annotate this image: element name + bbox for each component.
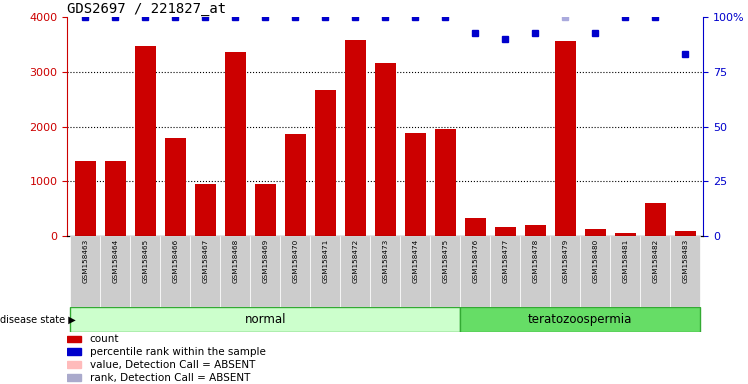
Bar: [160, 236, 190, 307]
Bar: [220, 236, 251, 307]
Text: GSM158475: GSM158475: [442, 238, 448, 283]
Bar: [370, 236, 400, 307]
Bar: [460, 307, 700, 332]
Bar: [585, 229, 606, 236]
Text: GSM158469: GSM158469: [263, 238, 269, 283]
Text: GSM158474: GSM158474: [412, 238, 418, 283]
Bar: [430, 236, 460, 307]
Bar: [520, 236, 551, 307]
Bar: [75, 161, 96, 236]
Bar: [490, 236, 520, 307]
Bar: [615, 233, 636, 236]
Bar: [494, 227, 515, 236]
Text: GSM158468: GSM158468: [233, 238, 239, 283]
Text: GSM158464: GSM158464: [112, 238, 118, 283]
Bar: [555, 41, 576, 236]
Bar: [105, 161, 126, 236]
Bar: [70, 307, 460, 332]
Bar: [285, 134, 306, 236]
Text: count: count: [90, 334, 119, 344]
Bar: [580, 236, 610, 307]
Bar: [255, 184, 276, 236]
Text: GSM158470: GSM158470: [292, 238, 298, 283]
Bar: [670, 236, 700, 307]
Bar: [67, 361, 82, 367]
Text: GDS2697 / 221827_at: GDS2697 / 221827_at: [67, 2, 227, 16]
Bar: [524, 225, 546, 236]
Bar: [405, 133, 426, 236]
Text: GSM158481: GSM158481: [622, 238, 628, 283]
Bar: [67, 349, 82, 355]
Text: GSM158483: GSM158483: [682, 238, 688, 283]
Text: GSM158473: GSM158473: [382, 238, 388, 283]
Bar: [675, 231, 696, 236]
Text: normal: normal: [245, 313, 286, 326]
Bar: [460, 236, 490, 307]
Text: value, Detection Call = ABSENT: value, Detection Call = ABSENT: [90, 359, 255, 369]
Bar: [194, 184, 215, 236]
Bar: [400, 236, 430, 307]
Text: GSM158482: GSM158482: [652, 238, 658, 283]
Bar: [465, 218, 485, 236]
Bar: [70, 236, 100, 307]
Bar: [435, 129, 456, 236]
Bar: [640, 236, 670, 307]
Bar: [67, 336, 82, 342]
Bar: [315, 90, 336, 236]
Text: percentile rank within the sample: percentile rank within the sample: [90, 347, 266, 357]
Text: GSM158478: GSM158478: [532, 238, 538, 283]
Text: disease state ▶: disease state ▶: [0, 314, 76, 325]
Text: GSM158467: GSM158467: [202, 238, 208, 283]
Text: GSM158463: GSM158463: [82, 238, 88, 283]
Bar: [190, 236, 220, 307]
Text: GSM158477: GSM158477: [502, 238, 508, 283]
Bar: [551, 236, 580, 307]
Text: GSM158476: GSM158476: [472, 238, 478, 283]
Bar: [280, 236, 310, 307]
Bar: [645, 204, 666, 236]
Text: GSM158466: GSM158466: [172, 238, 178, 283]
Bar: [67, 374, 82, 381]
Text: GSM158479: GSM158479: [562, 238, 568, 283]
Bar: [340, 236, 370, 307]
Text: GSM158465: GSM158465: [142, 238, 148, 283]
Bar: [165, 138, 186, 236]
Text: GSM158472: GSM158472: [352, 238, 358, 283]
Bar: [224, 52, 246, 236]
Text: rank, Detection Call = ABSENT: rank, Detection Call = ABSENT: [90, 372, 250, 382]
Bar: [375, 63, 396, 236]
Bar: [100, 236, 130, 307]
Text: GSM158471: GSM158471: [322, 238, 328, 283]
Text: teratozoospermia: teratozoospermia: [528, 313, 632, 326]
Bar: [251, 236, 280, 307]
Bar: [610, 236, 640, 307]
Bar: [310, 236, 340, 307]
Bar: [130, 236, 160, 307]
Bar: [345, 40, 366, 236]
Text: GSM158480: GSM158480: [592, 238, 598, 283]
Bar: [135, 46, 156, 236]
